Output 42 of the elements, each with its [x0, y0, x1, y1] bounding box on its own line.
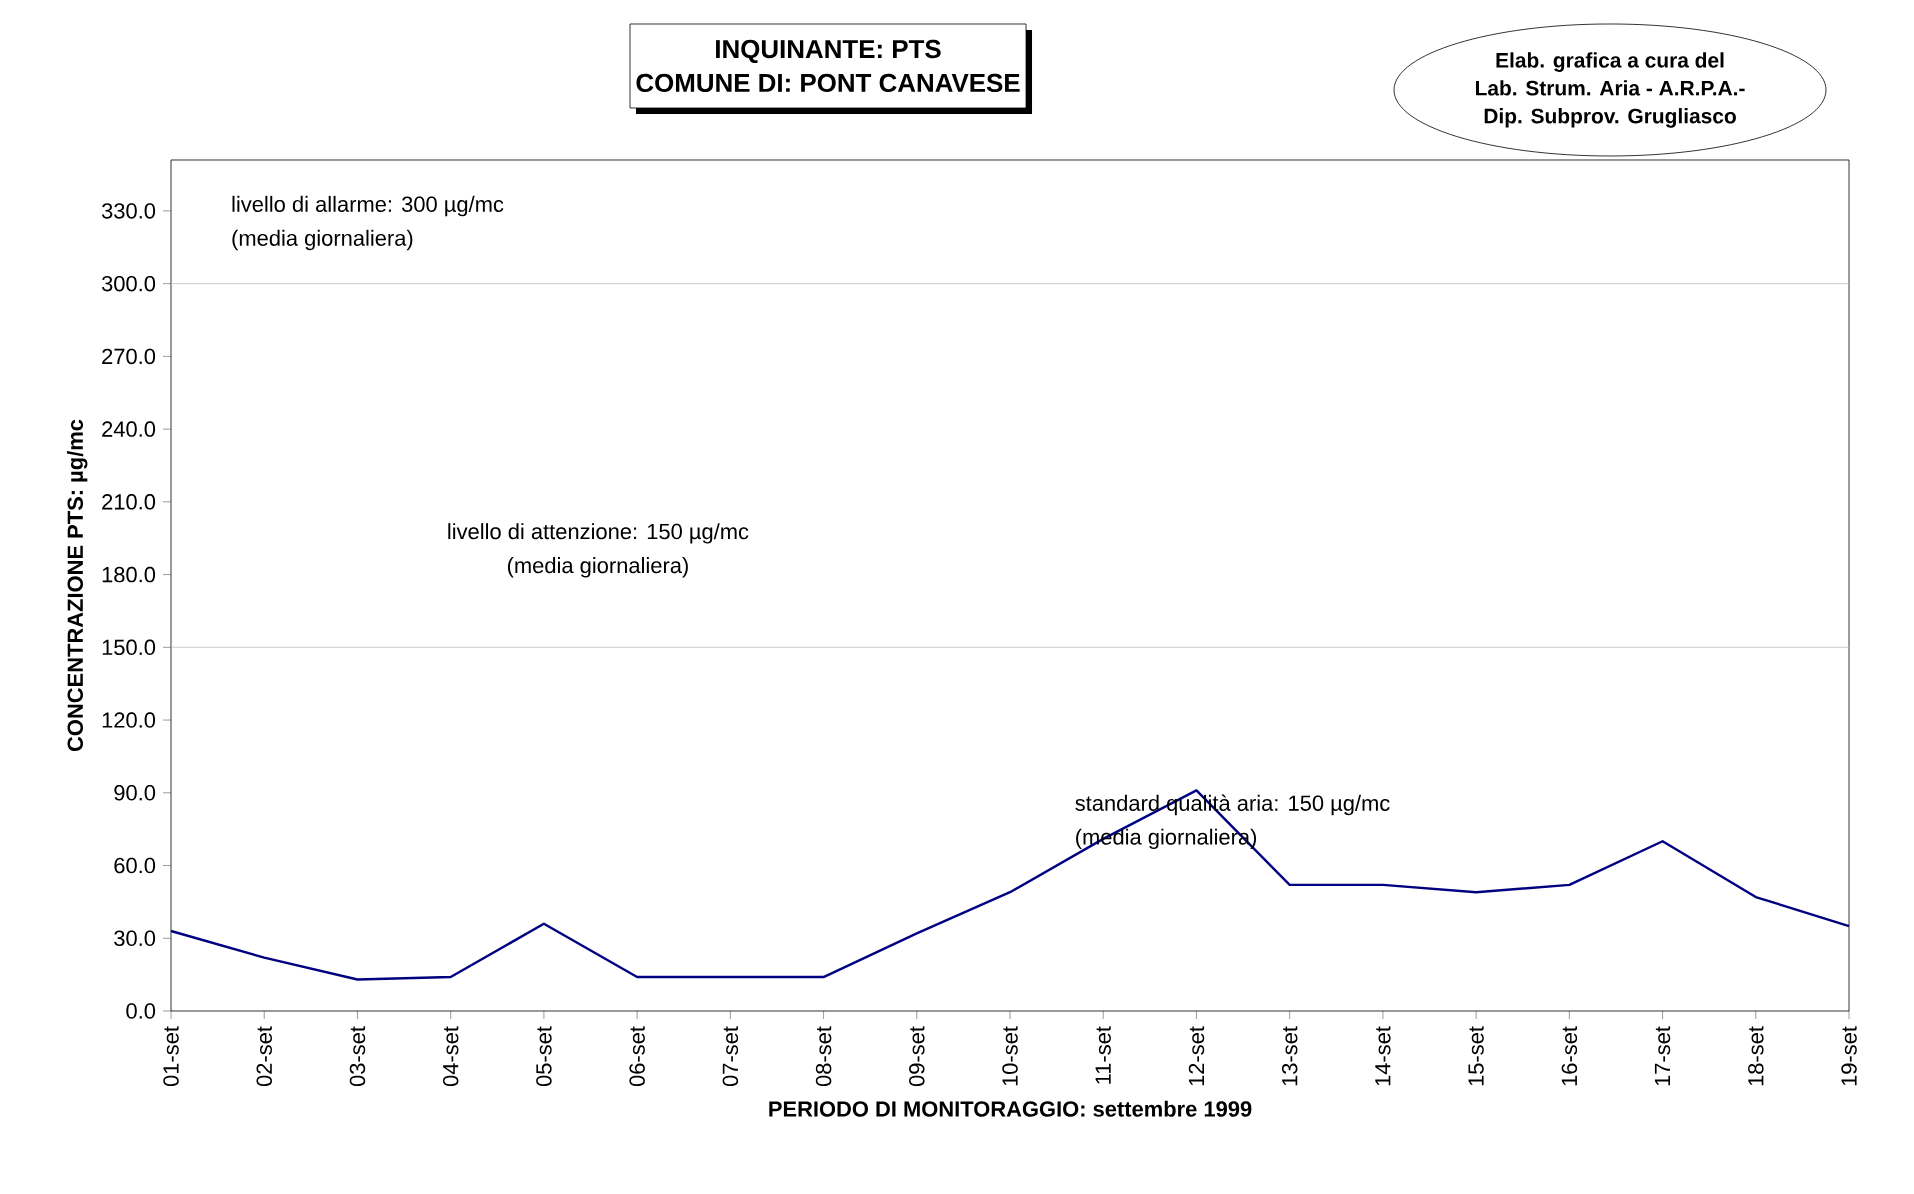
y-tick-label: 300.0 — [101, 275, 156, 292]
annotation: (media giornaliera) — [507, 557, 688, 578]
x-tick-label: 09-set — [909, 1026, 925, 1087]
x-tick-label: 17-set — [1654, 1026, 1671, 1086]
y-tick-label: 240.0 — [102, 421, 156, 437]
chart-title: INQUINANTE: PTS — [716, 39, 941, 64]
y-tick-label: 330.0 — [101, 203, 156, 219]
chart-subtitle: COMUNE DI: PONT CANAVESE — [636, 73, 1020, 93]
x-tick-label: 12-set — [1188, 1026, 1205, 1086]
x-tick-label: 07-set — [722, 1026, 739, 1087]
x-tick-label: 13-set — [1281, 1026, 1298, 1086]
x-tick-label: 14-set — [1375, 1026, 1391, 1086]
x-tick-label: 06-set — [629, 1026, 645, 1087]
text: Dip. Subprov. Grugliasco — [1484, 108, 1736, 128]
annotation: (media giornaliera) — [232, 229, 413, 251]
y-tick-label: 90.0 — [114, 785, 156, 801]
x-tick-label: 11-set — [1095, 1026, 1111, 1084]
x-tick-label: 02-set — [256, 1026, 272, 1087]
x-tick-label: 04-set — [442, 1026, 459, 1087]
x-tick-label: 16-set — [1561, 1026, 1578, 1086]
y-tick-label: 180.0 — [102, 566, 156, 583]
y-tick-label: 0.0 — [126, 1003, 156, 1019]
x-tick-label: 15-set — [1468, 1026, 1484, 1086]
x-axis-title: PERIODO DI MONITORAGGIO: settembre 1999 — [769, 1100, 1252, 1117]
annotation: livello di attenzione: 150 µg/mc — [448, 523, 749, 544]
y-tick-label: 150.0 — [102, 639, 156, 656]
y-axis-title: CONCENTRAZIONE PTS: µg/mc — [66, 419, 88, 752]
annotation: livello di allarme: 300 µg/mc — [232, 195, 504, 217]
y-tick-label: 120.0 — [102, 712, 156, 728]
x-tick-label: 18-set — [1748, 1026, 1764, 1086]
text: Elab. grafica a cura del — [1496, 52, 1724, 72]
x-tick-label: 03-set — [349, 1026, 366, 1087]
y-tick-label: 270.0 — [102, 348, 156, 365]
x-tick-label: 01-set — [163, 1026, 179, 1087]
x-tick-label: 10-set — [1002, 1026, 1018, 1086]
x-tick-label: 08-set — [815, 1026, 832, 1087]
y-tick-label: 30.0 — [114, 930, 156, 947]
text: Lab. Strum. Aria - A.R.P.A.- — [1476, 80, 1745, 96]
y-tick-label: 60.0 — [114, 857, 156, 874]
x-tick-label: 05-set — [536, 1026, 552, 1087]
x-tick-label: 19-set — [1841, 1026, 1857, 1086]
y-tick-label: 210.0 — [102, 494, 156, 510]
